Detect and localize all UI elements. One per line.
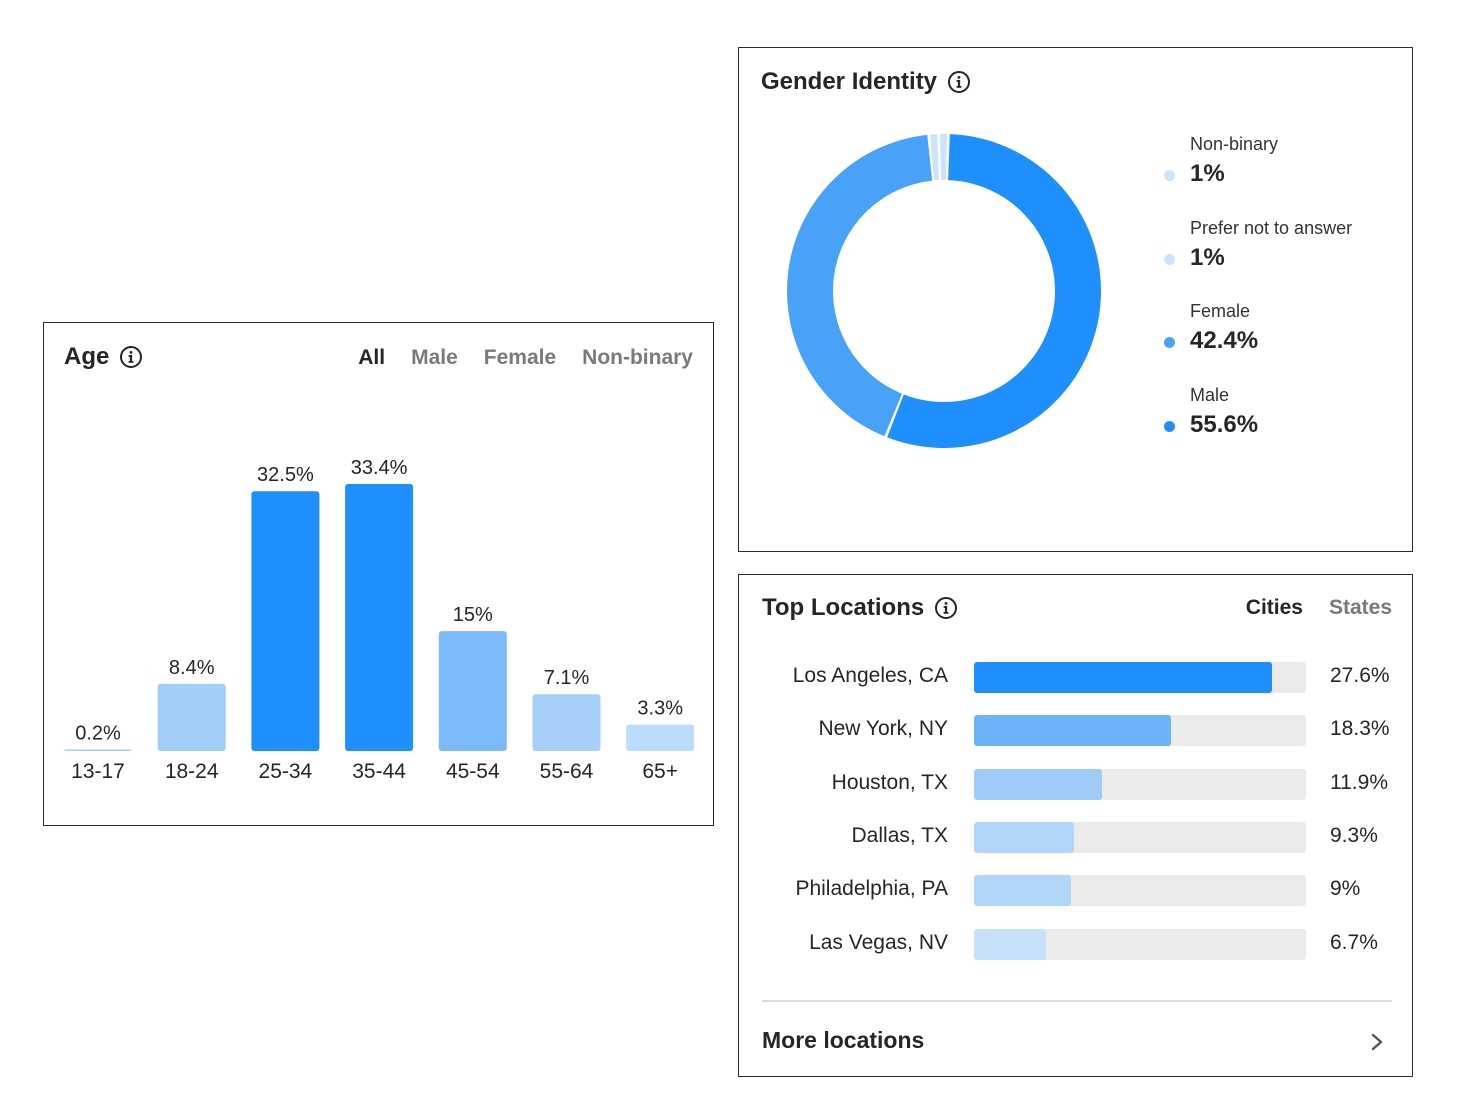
- location-row[interactable]: Houston, TX 11.9%: [739, 768, 1414, 802]
- age-bar[interactable]: [532, 694, 601, 751]
- age-bar-value-label: 33.4%: [351, 457, 408, 479]
- location-city-label: Houston, TX: [831, 770, 948, 794]
- location-city-label: Las Vegas, NV: [809, 930, 948, 954]
- age-panel: Age All Male Female Non-binary 0.2% 13-17…: [43, 322, 714, 826]
- legend-dot: [1164, 337, 1175, 348]
- gender-title-text: Gender Identity: [761, 68, 938, 95]
- age-category-label: 65+: [642, 760, 678, 783]
- gender-donut-chart: [787, 134, 1101, 448]
- location-bar: [974, 662, 1272, 693]
- info-icon[interactable]: [119, 345, 143, 369]
- location-city-label: Philadelphia, PA: [795, 877, 948, 901]
- location-city-label: Los Angeles, CA: [792, 664, 948, 687]
- legend-value: 55.6%: [1190, 410, 1259, 438]
- tab-female[interactable]: Female: [483, 346, 557, 369]
- age-category-label: 13-17: [71, 760, 125, 783]
- legend-value: 42.4%: [1190, 327, 1259, 354]
- legend-label: Prefer not to answer: [1190, 217, 1353, 238]
- location-percent-label: 27.6%: [1330, 664, 1390, 687]
- location-bar-track: [974, 928, 1306, 960]
- age-category-label: 55-64: [540, 760, 594, 783]
- chevron-right-icon[interactable]: [1367, 1030, 1387, 1054]
- gender-slice[interactable]: [887, 134, 1101, 448]
- location-bar: [974, 715, 1172, 747]
- location-percent-label: 9%: [1330, 877, 1361, 901]
- location-bar-track: [974, 821, 1306, 853]
- tab-male[interactable]: Male: [411, 346, 458, 369]
- locations-filter-tabs: Cities States: [1246, 596, 1392, 620]
- age-bar-value-label: 32.5%: [257, 464, 314, 486]
- age-title: Age: [64, 343, 143, 371]
- age-bar[interactable]: [251, 491, 320, 751]
- info-icon[interactable]: [934, 596, 958, 620]
- location-percent-label: 6.7%: [1330, 930, 1378, 954]
- age-bar-value-label: 15%: [453, 604, 493, 626]
- location-bar: [974, 821, 1075, 853]
- legend-label: Non-binary: [1190, 134, 1279, 154]
- location-bar: [974, 928, 1047, 960]
- locations-panel: Top Locations Cities States Los Angeles,…: [738, 574, 1413, 1077]
- location-bar: [974, 768, 1103, 800]
- location-bar-track: [974, 662, 1306, 693]
- tab-all[interactable]: All: [358, 346, 386, 369]
- location-row[interactable]: Los Angeles, CA 27.6%: [739, 661, 1414, 695]
- age-bar-value-label: 3.3%: [637, 698, 683, 720]
- legend-label: Male: [1190, 384, 1230, 405]
- age-category-label: 45-54: [446, 760, 500, 783]
- location-row[interactable]: Las Vegas, NV 6.7%: [739, 928, 1414, 962]
- location-bar-track: [974, 768, 1306, 800]
- location-row[interactable]: Dallas, TX 9.3%: [739, 821, 1414, 855]
- age-category-label: 25-34: [259, 760, 313, 783]
- location-row[interactable]: New York, NY 18.3%: [739, 714, 1414, 748]
- age-bar[interactable]: [626, 724, 695, 751]
- locations-title: Top Locations: [762, 594, 958, 622]
- gender-slice[interactable]: [787, 134, 933, 437]
- age-bar[interactable]: [345, 484, 414, 751]
- info-icon[interactable]: [947, 70, 971, 94]
- tab-non-binary[interactable]: Non-binary: [582, 346, 693, 369]
- more-locations-link[interactable]: More locations: [762, 1027, 925, 1053]
- age-bar-value-label: 7.1%: [544, 667, 590, 689]
- gender-title: Gender Identity: [761, 68, 971, 96]
- location-bar-track: [974, 715, 1306, 747]
- location-percent-label: 9.3%: [1330, 823, 1378, 847]
- legend-label: Female: [1190, 301, 1251, 321]
- legend-value: 1%: [1190, 160, 1225, 187]
- age-bar[interactable]: [157, 683, 226, 751]
- gender-slice[interactable]: [930, 134, 940, 181]
- age-bar-value-label: 0.2%: [75, 722, 121, 744]
- tab-states[interactable]: States: [1328, 596, 1392, 619]
- age-category-label: 35-44: [352, 760, 406, 783]
- age-title-text: Age: [64, 343, 110, 370]
- gender-panel: Gender Identity Non-binary 1% Prefer not t…: [738, 47, 1413, 552]
- divider: [762, 1000, 1392, 1002]
- location-row[interactable]: Philadelphia, PA 9%: [739, 874, 1414, 908]
- legend-dot: [1164, 170, 1175, 181]
- age-filter-tabs: All Male Female Non-binary: [358, 346, 693, 370]
- legend-dot: [1164, 420, 1175, 432]
- age-bar-chart: 0.2% 13-17 8.4% 18-24 32.5% 25-34 33.4% 35-44 15…: [64, 457, 695, 783]
- legend-value: 1%: [1190, 243, 1225, 271]
- location-city-label: New York, NY: [818, 717, 948, 741]
- age-bar[interactable]: [64, 749, 132, 751]
- location-city-label: Dallas, TX: [851, 823, 948, 847]
- legend-dot: [1164, 253, 1175, 265]
- tab-cities[interactable]: Cities: [1245, 596, 1303, 619]
- location-bar: [974, 875, 1071, 907]
- location-percent-label: 11.9%: [1330, 770, 1388, 794]
- locations-title-text: Top Locations: [762, 594, 925, 621]
- age-bar-value-label: 8.4%: [169, 657, 215, 679]
- location-bar-track: [974, 875, 1306, 907]
- age-bar[interactable]: [438, 631, 507, 751]
- age-category-label: 18-24: [165, 760, 219, 783]
- location-percent-label: 18.3%: [1330, 717, 1390, 741]
- gender-slice[interactable]: [939, 134, 947, 181]
